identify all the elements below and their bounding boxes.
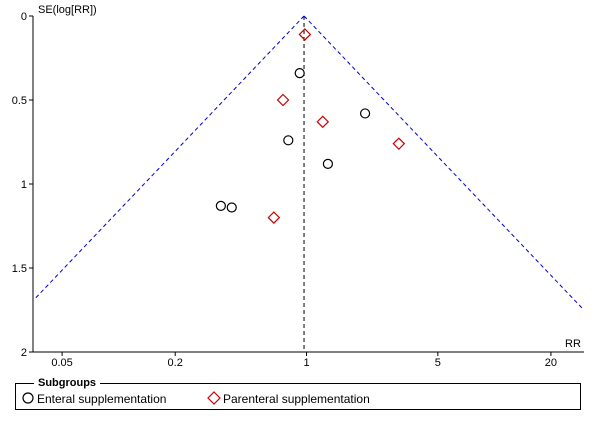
enteral-point [294,68,305,79]
data-points [215,28,406,224]
funnel-right-line [303,15,585,311]
parenteral-point [316,115,330,129]
y-tick-label: 0 [21,11,27,23]
x-tick-label: 0.05 [51,357,72,369]
x-tick-label: 5 [435,357,441,369]
x-tick-label: 1 [303,357,309,369]
funnel-lines [33,15,585,352]
y-tick-label: 2 [21,347,27,359]
y-tick-label: 1 [21,179,27,191]
funnel-plot: 0 0.5 1 1.5 2 0.05 0.2 1 5 20 SE(log[RR]) RR [12,4,585,369]
legend-title: Subgroups [34,376,101,390]
enteral-point [215,200,226,211]
enteral-point [283,135,294,146]
x-axis-label: RR [565,338,581,350]
diamond-marker-icon [207,391,221,405]
enteral-point [226,202,237,213]
circle-marker-icon [22,392,34,404]
parenteral-point [392,137,406,151]
legend-item-label: Enteral supplementation [37,392,167,406]
y-tick-label: 1.5 [12,263,27,275]
enteral-point [359,108,371,119]
axes: 0 0.5 1 1.5 2 0.05 0.2 1 5 20 [12,11,584,369]
y-axis-label: SE(log[RR]) [38,4,97,16]
x-tick-label: 0.2 [168,357,183,369]
legend: Subgroups Enteral supplementation Parent… [15,376,581,410]
enteral-point [322,158,334,169]
legend-item-label: Parenteral supplementation [223,392,370,406]
funnel-left-line [33,15,305,301]
x-tick-label: 20 [545,357,557,369]
parenteral-point [276,93,290,107]
parenteral-point [267,211,281,224]
y-tick-label: 0.5 [12,95,27,107]
parenteral-point [298,28,312,41]
